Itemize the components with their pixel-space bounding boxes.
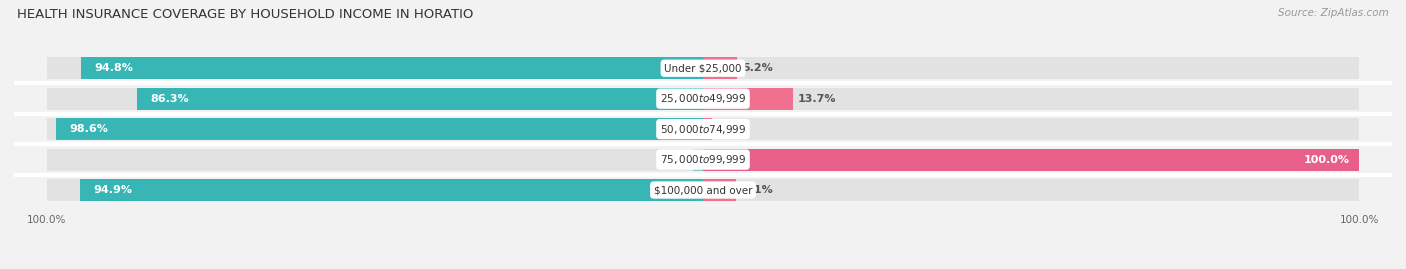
Text: $50,000 to $74,999: $50,000 to $74,999 <box>659 123 747 136</box>
Text: 13.7%: 13.7% <box>799 94 837 104</box>
Text: 86.3%: 86.3% <box>150 94 188 104</box>
Bar <box>46 148 703 171</box>
Text: 5.2%: 5.2% <box>742 63 773 73</box>
Text: $25,000 to $49,999: $25,000 to $49,999 <box>659 92 747 105</box>
Bar <box>46 179 703 201</box>
Bar <box>703 88 1360 110</box>
Bar <box>46 88 703 110</box>
Bar <box>703 118 713 140</box>
Bar <box>46 57 703 79</box>
Text: 1.4%: 1.4% <box>717 124 748 134</box>
Text: $75,000 to $99,999: $75,000 to $99,999 <box>659 153 747 166</box>
Bar <box>80 179 703 201</box>
Bar <box>703 57 737 79</box>
Text: 94.8%: 94.8% <box>94 63 134 73</box>
Bar <box>703 179 1360 201</box>
Text: 98.6%: 98.6% <box>69 124 108 134</box>
Bar <box>136 88 703 110</box>
Text: 5.1%: 5.1% <box>742 185 772 195</box>
Text: HEALTH INSURANCE COVERAGE BY HOUSEHOLD INCOME IN HORATIO: HEALTH INSURANCE COVERAGE BY HOUSEHOLD I… <box>17 8 474 21</box>
Bar <box>703 148 1360 171</box>
Bar <box>703 118 1360 140</box>
Text: 0.0%: 0.0% <box>669 155 700 165</box>
Bar <box>703 57 1360 79</box>
Bar <box>46 118 703 140</box>
Text: 100.0%: 100.0% <box>1303 155 1350 165</box>
Text: $100,000 and over: $100,000 and over <box>654 185 752 195</box>
Text: Source: ZipAtlas.com: Source: ZipAtlas.com <box>1278 8 1389 18</box>
Bar <box>703 88 793 110</box>
Bar <box>703 179 737 201</box>
Bar <box>703 148 1360 171</box>
Bar <box>82 57 703 79</box>
Text: 94.9%: 94.9% <box>93 185 132 195</box>
Bar <box>56 118 703 140</box>
Bar <box>693 148 703 171</box>
Text: Under $25,000: Under $25,000 <box>664 63 742 73</box>
